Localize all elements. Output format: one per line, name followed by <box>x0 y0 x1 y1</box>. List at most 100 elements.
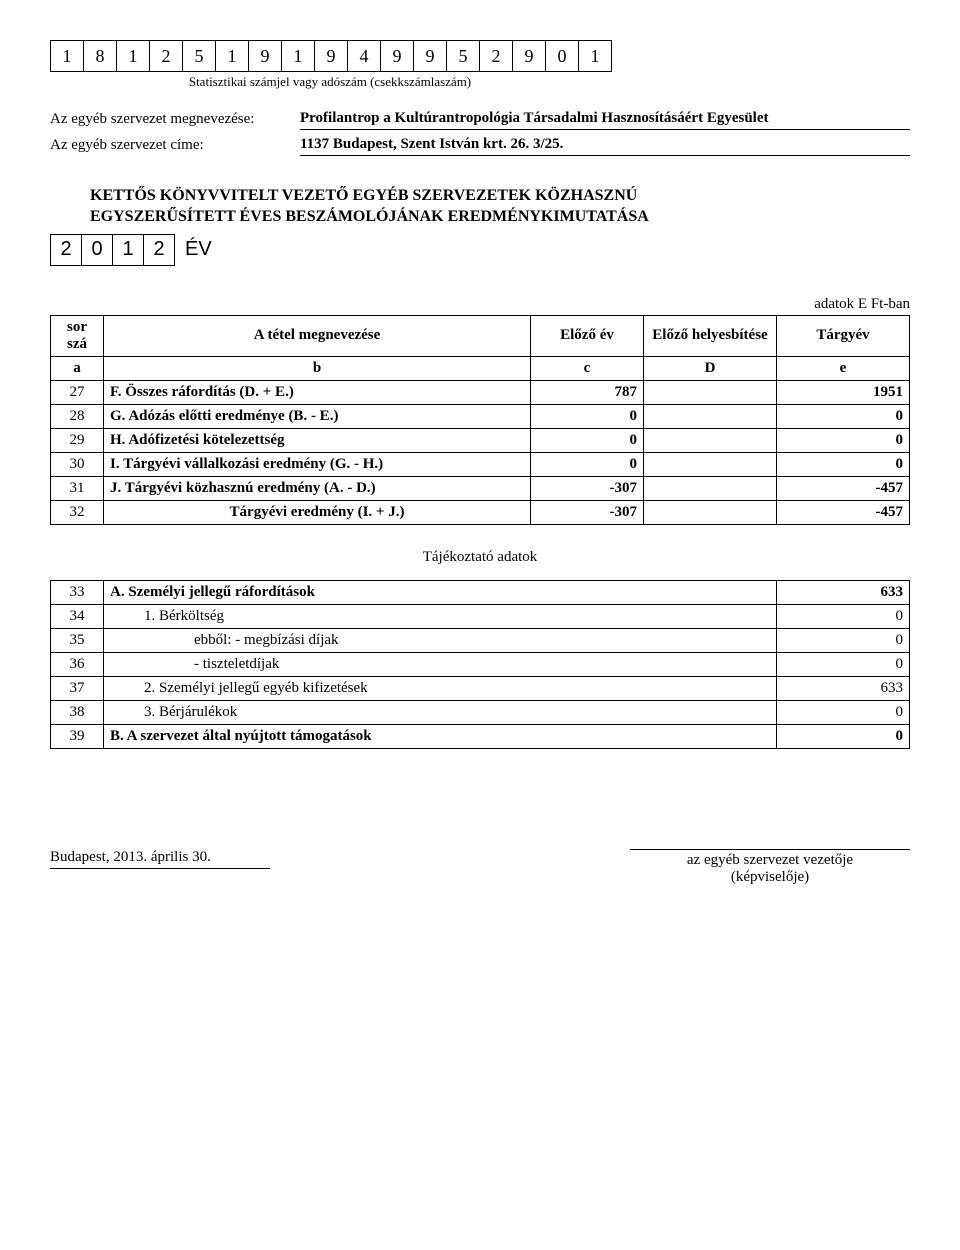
table-row: 33A. Személyi jellegű ráfordítások633 <box>51 580 910 604</box>
th-sor: sor szá <box>51 315 104 356</box>
table-row: 30I. Tárgyévi vállalkozási eredmény (G. … <box>51 452 910 476</box>
stat-digit: 0 <box>545 40 579 72</box>
sub-a: a <box>51 356 104 380</box>
cell-val: 633 <box>777 676 910 700</box>
stat-digit: 5 <box>446 40 480 72</box>
cell-sor: 39 <box>51 724 104 748</box>
sub-e: e <box>777 356 910 380</box>
cell-corr <box>644 404 777 428</box>
table-row: 341. Bérköltség0 <box>51 604 910 628</box>
sig-line-1: az egyéb szervezet vezetője <box>630 852 910 869</box>
stat-digit: 9 <box>512 40 546 72</box>
cell-val: 0 <box>777 604 910 628</box>
stat-digit: 1 <box>215 40 249 72</box>
stat-digit: 1 <box>281 40 315 72</box>
cell-name: 1. Bérköltség <box>104 604 777 628</box>
stat-digit: 9 <box>314 40 348 72</box>
cell-sor: 29 <box>51 428 104 452</box>
cell-corr <box>644 476 777 500</box>
unit-label: adatok E Ft-ban <box>50 296 910 313</box>
stat-digit: 1 <box>50 40 84 72</box>
cell-name: ebből: - megbízási díjak <box>104 628 777 652</box>
cell-val: 0 <box>777 652 910 676</box>
supp-table: 33A. Személyi jellegű ráfordítások633341… <box>50 580 910 749</box>
cell-prev: 0 <box>531 452 644 476</box>
th-name: A tétel megnevezése <box>104 315 531 356</box>
cell-prev: 787 <box>531 380 644 404</box>
stat-number-boxes: 18125191949952901 <box>50 40 910 72</box>
table-row: 31J. Tárgyévi közhasznú eredmény (A. - D… <box>51 476 910 500</box>
year-digit: 0 <box>81 234 113 266</box>
table-row: 29H. Adófizetési kötelezettség00 <box>51 428 910 452</box>
table-row: 32Tárgyévi eredmény (I. + J.)-307-457 <box>51 500 910 524</box>
year-digit: 2 <box>143 234 175 266</box>
cell-sor: 33 <box>51 580 104 604</box>
sub-c: c <box>531 356 644 380</box>
cell-name: 3. Bérjárulékok <box>104 700 777 724</box>
cell-sor: 37 <box>51 676 104 700</box>
title-line-1: KETTŐS KÖNYVVITELT VEZETŐ EGYÉB SZERVEZE… <box>90 186 910 207</box>
main-header-row: sor szá A tétel megnevezése Előző év Elő… <box>51 315 910 356</box>
cell-sor: 28 <box>51 404 104 428</box>
cell-val: 633 <box>777 580 910 604</box>
sub-d: D <box>644 356 777 380</box>
th-corr: Előző helyesbítése <box>644 315 777 356</box>
table-row: 27F. Összes ráfordítás (D. + E.)7871951 <box>51 380 910 404</box>
stat-digit: 2 <box>479 40 513 72</box>
table-row: 39B. A szervezet által nyújtott támogatá… <box>51 724 910 748</box>
cell-name: Tárgyévi eredmény (I. + J.) <box>104 500 531 524</box>
cell-name: A. Személyi jellegű ráfordítások <box>104 580 777 604</box>
title-line-2: EGYSZERŰSÍTETT ÉVES BESZÁMOLÓJÁNAK EREDM… <box>90 207 910 228</box>
cell-sor: 32 <box>51 500 104 524</box>
year-digit: 1 <box>112 234 144 266</box>
footer-signature: az egyéb szervezet vezetője (képviselője… <box>630 849 910 886</box>
table-row: 35ebből: - megbízási díjak0 <box>51 628 910 652</box>
cell-curr: 0 <box>777 404 910 428</box>
cell-val: 0 <box>777 700 910 724</box>
org-addr-label: Az egyéb szervezet címe: <box>50 137 300 156</box>
cell-sor: 35 <box>51 628 104 652</box>
supp-section-title: Tájékoztató adatok <box>50 549 910 566</box>
sig-line-2: (képviselője) <box>630 869 910 886</box>
cell-curr: 0 <box>777 428 910 452</box>
cell-name: I. Tárgyévi vállalkozási eredmény (G. - … <box>104 452 531 476</box>
cell-name: G. Adózás előtti eredménye (B. - E.) <box>104 404 531 428</box>
cell-curr: -457 <box>777 500 910 524</box>
cell-name: B. A szervezet által nyújtott támogatáso… <box>104 724 777 748</box>
stat-digit: 2 <box>149 40 183 72</box>
cell-curr: 0 <box>777 452 910 476</box>
cell-sor: 31 <box>51 476 104 500</box>
cell-corr <box>644 380 777 404</box>
stat-digit: 9 <box>380 40 414 72</box>
footer-date: Budapest, 2013. április 30. <box>50 849 270 886</box>
year-row: 2012 ÉV <box>50 234 910 266</box>
table-row: 372. Személyi jellegű egyéb kifizetések6… <box>51 676 910 700</box>
cell-corr <box>644 452 777 476</box>
cell-val: 0 <box>777 724 910 748</box>
footer-date-text: Budapest, 2013. április 30. <box>50 849 211 865</box>
cell-name: J. Tárgyévi közhasznú eredmény (A. - D.) <box>104 476 531 500</box>
cell-val: 0 <box>777 628 910 652</box>
table-row: 28G. Adózás előtti eredménye (B. - E.)00 <box>51 404 910 428</box>
cell-sor: 36 <box>51 652 104 676</box>
cell-name: 2. Személyi jellegű egyéb kifizetések <box>104 676 777 700</box>
sub-b: b <box>104 356 531 380</box>
th-curr: Tárgyév <box>777 315 910 356</box>
org-addr-value: 1137 Budapest, Szent István krt. 26. 3/2… <box>300 136 910 156</box>
cell-sor: 27 <box>51 380 104 404</box>
year-label: ÉV <box>185 238 212 261</box>
report-title: KETTŐS KÖNYVVITELT VEZETŐ EGYÉB SZERVEZE… <box>90 186 910 228</box>
stat-digit: 1 <box>116 40 150 72</box>
stat-digit: 8 <box>83 40 117 72</box>
stat-number-label: Statisztikai számjel vagy adószám (csekk… <box>50 74 610 90</box>
cell-corr <box>644 500 777 524</box>
cell-prev: 0 <box>531 428 644 452</box>
org-block: Az egyéb szervezet megnevezése: Profilan… <box>50 110 910 156</box>
cell-corr <box>644 428 777 452</box>
stat-digit: 9 <box>248 40 282 72</box>
stat-digit: 4 <box>347 40 381 72</box>
cell-name: F. Összes ráfordítás (D. + E.) <box>104 380 531 404</box>
org-name-label: Az egyéb szervezet megnevezése: <box>50 111 300 130</box>
cell-curr: -457 <box>777 476 910 500</box>
year-digit: 2 <box>50 234 82 266</box>
